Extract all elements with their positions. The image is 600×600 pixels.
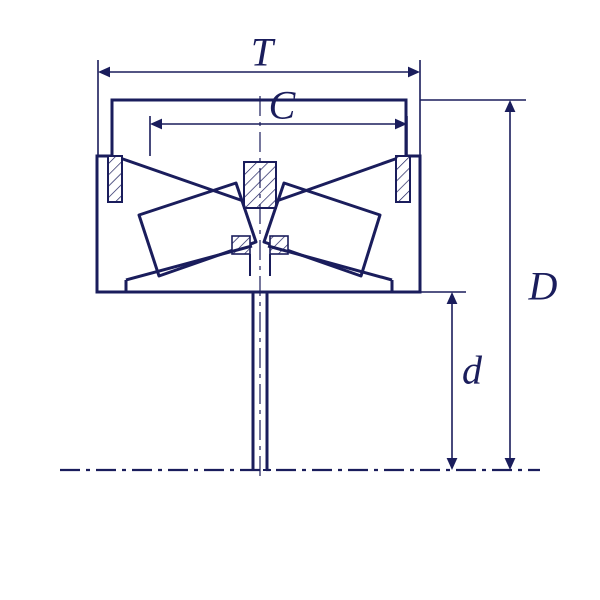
diagram-svg — [0, 0, 600, 600]
label-d: d — [462, 347, 482, 394]
label-T: T — [251, 29, 273, 76]
label-D: D — [529, 263, 558, 310]
bearing-diagram: T C D d — [0, 0, 600, 600]
label-C: C — [269, 82, 296, 129]
